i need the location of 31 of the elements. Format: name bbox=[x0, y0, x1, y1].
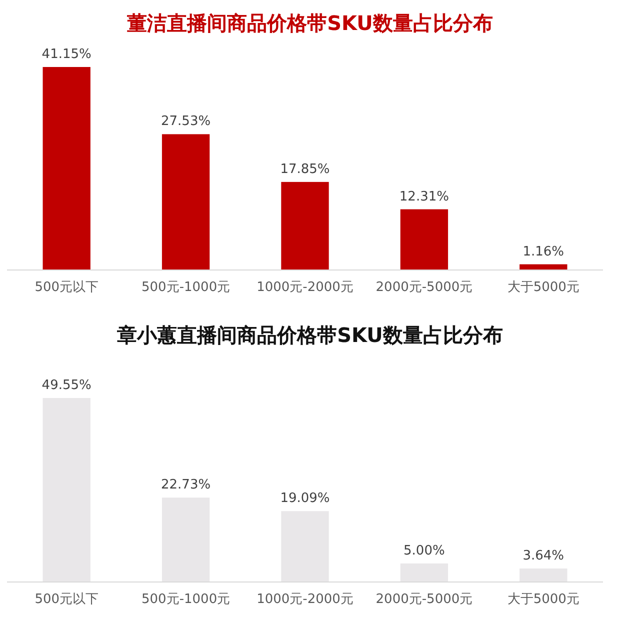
x-tick-label: 大于5000元 bbox=[507, 592, 580, 608]
bar bbox=[281, 182, 329, 270]
bar bbox=[42, 67, 90, 270]
data-label: 1.16% bbox=[522, 244, 564, 260]
x-tick-label: 1000元-2000元 bbox=[256, 592, 354, 608]
bar bbox=[400, 209, 448, 270]
x-tick-label: 大于5000元 bbox=[507, 280, 580, 296]
x-tick-label: 2000元-5000元 bbox=[376, 280, 473, 296]
bar bbox=[42, 398, 90, 582]
x-tick-label: 2000元-5000元 bbox=[376, 592, 473, 608]
chart-title: 章小蕙直播间商品价格带SKU数量占比分布 bbox=[116, 323, 503, 347]
bar bbox=[520, 568, 568, 582]
x-tick-label: 500元-1000元 bbox=[142, 592, 230, 608]
bar bbox=[400, 563, 448, 582]
x-tick-label: 1000元-2000元 bbox=[256, 280, 354, 296]
data-label: 12.31% bbox=[399, 189, 449, 204]
data-label: 5.00% bbox=[404, 543, 445, 558]
data-label: 49.55% bbox=[42, 378, 92, 393]
chart-title: 董洁直播间商品价格带SKU数量占比分布 bbox=[126, 11, 493, 35]
data-label: 3.64% bbox=[522, 548, 564, 564]
data-label: 19.09% bbox=[280, 491, 330, 506]
data-label: 17.85% bbox=[280, 162, 330, 177]
data-label: 27.53% bbox=[161, 114, 211, 130]
bar bbox=[281, 511, 329, 582]
data-label: 41.15% bbox=[42, 47, 92, 62]
x-tick-label: 500元以下 bbox=[34, 280, 99, 296]
x-tick-label: 500元以下 bbox=[34, 592, 99, 608]
data-label: 22.73% bbox=[161, 478, 211, 493]
x-tick-label: 500元-1000元 bbox=[142, 280, 230, 296]
bar bbox=[162, 134, 210, 270]
bar bbox=[162, 498, 210, 582]
